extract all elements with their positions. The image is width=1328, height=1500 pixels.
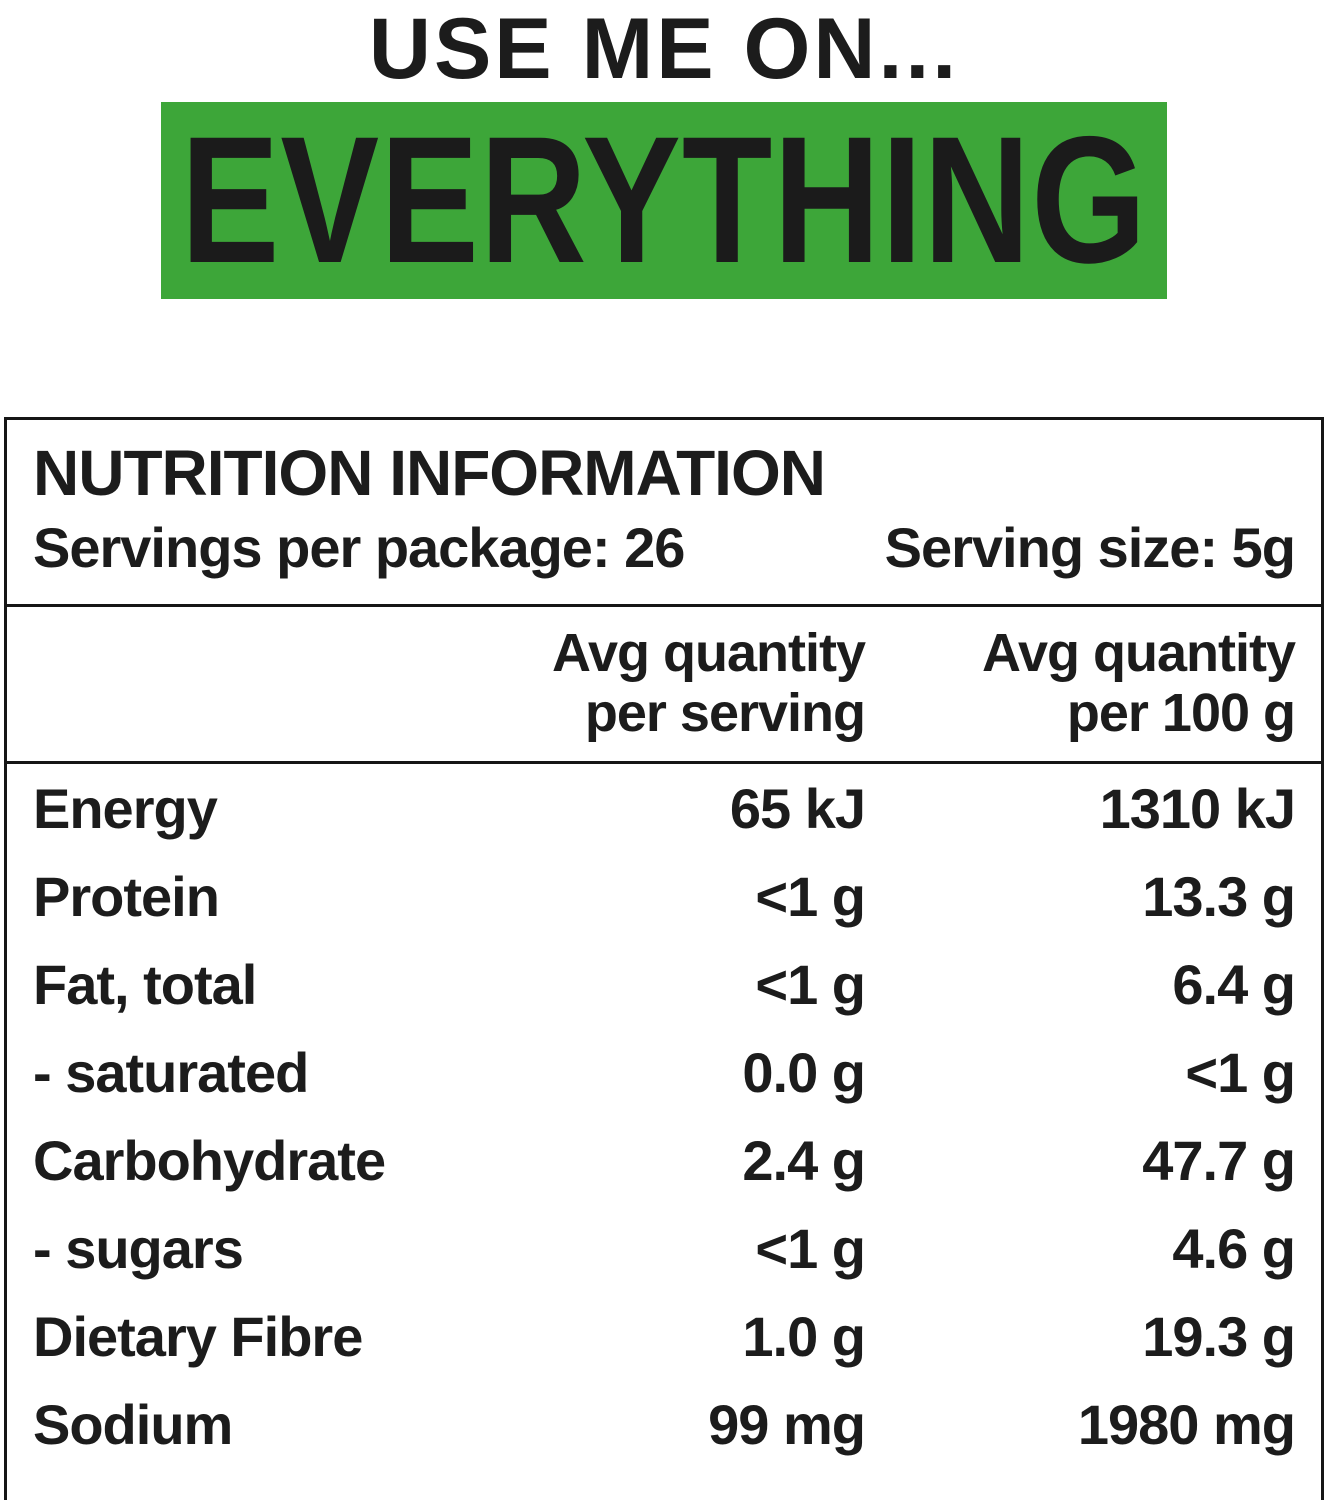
nutrient-label: Dietary Fibre: [33, 1304, 363, 1368]
per-100g-value: 1310 kJ: [1099, 776, 1296, 840]
nutrition-row-sugars: - sugars <1 g 4.6 g: [33, 1204, 1296, 1292]
nutrient-label: - saturated: [33, 1040, 309, 1104]
column-headers-row: Avg quantity per serving Avg quantity pe…: [33, 607, 1296, 761]
per-serving-value: 65 kJ: [729, 776, 866, 840]
per-serving-value: 1.0 g: [742, 1304, 866, 1368]
per-serving-value: 2.4 g: [742, 1128, 866, 1192]
per-serving-header-line1: Avg quantity: [551, 623, 866, 683]
per-100g-value: <1 g: [1185, 1040, 1296, 1104]
nutrition-row-fat-total: Fat, total <1 g 6.4 g: [33, 940, 1296, 1028]
nutrition-row-sodium: Sodium 99 mg 1980 mg: [33, 1380, 1296, 1468]
per-100g-value: 4.6 g: [1172, 1216, 1296, 1280]
nutrition-row-dietary-fibre: Dietary Fibre 1.0 g 19.3 g: [33, 1292, 1296, 1380]
per-100g-header-line2: per 100 g: [1066, 683, 1296, 743]
nutrient-label: Energy: [33, 776, 218, 840]
nutrient-label: - sugars: [33, 1216, 244, 1280]
nutrition-row-carbohydrate: Carbohydrate 2.4 g 47.7 g: [33, 1116, 1296, 1204]
column-header-spacer: [33, 623, 463, 743]
per-serving-value: <1 g: [755, 952, 866, 1016]
nutrition-rows: Energy 65 kJ 1310 kJ Protein <1 g 13.3 g…: [33, 764, 1296, 1468]
nutrition-row-saturated: - saturated 0.0 g <1 g: [33, 1028, 1296, 1116]
servings-row: Servings per package: 26 Serving size: 5…: [33, 516, 1296, 580]
highlight-banner: EVERYTHING: [161, 102, 1167, 299]
per-100g-value: 1980 mg: [1077, 1392, 1296, 1456]
nutrient-label: Carbohydrate: [33, 1128, 386, 1192]
per-100g-header-line1: Avg quantity: [981, 623, 1296, 683]
column-header-per-100g: Avg quantity per 100 g: [865, 623, 1296, 743]
serving-size-label: Serving size: 5g: [884, 516, 1296, 579]
per-serving-value: <1 g: [755, 864, 866, 928]
nutrition-row-protein: Protein <1 g 13.3 g: [33, 852, 1296, 940]
per-serving-header-line2: per serving: [584, 683, 866, 743]
nutrient-label: Protein: [33, 864, 220, 928]
nutrition-row-energy: Energy 65 kJ 1310 kJ: [33, 764, 1296, 852]
nutrition-information-panel: NUTRITION INFORMATION Servings per packa…: [4, 417, 1324, 1500]
nutrient-label: Sodium: [33, 1392, 233, 1456]
column-header-per-serving: Avg quantity per serving: [463, 623, 866, 743]
servings-per-package-label: Servings per package: 26: [33, 516, 685, 579]
per-100g-value: 47.7 g: [1142, 1128, 1296, 1192]
use-me-on-heading: USE ME ON...: [368, 1, 960, 97]
per-100g-value: 13.3 g: [1142, 864, 1296, 928]
per-serving-value: 0.0 g: [742, 1040, 866, 1104]
per-serving-value: 99 mg: [708, 1392, 866, 1456]
per-serving-value: <1 g: [755, 1216, 866, 1280]
everything-heading: EVERYTHING: [180, 102, 1148, 299]
per-100g-value: 19.3 g: [1142, 1304, 1296, 1368]
divider-top: [7, 604, 1321, 607]
per-100g-value: 6.4 g: [1172, 952, 1296, 1016]
nutrition-title: NUTRITION INFORMATION: [33, 437, 826, 509]
nutrient-label: Fat, total: [33, 952, 257, 1016]
nutrition-label-page: USE ME ON... EVERYTHING NUTRITION INFORM…: [0, 6, 1328, 1500]
divider-under-headers: [7, 761, 1321, 764]
